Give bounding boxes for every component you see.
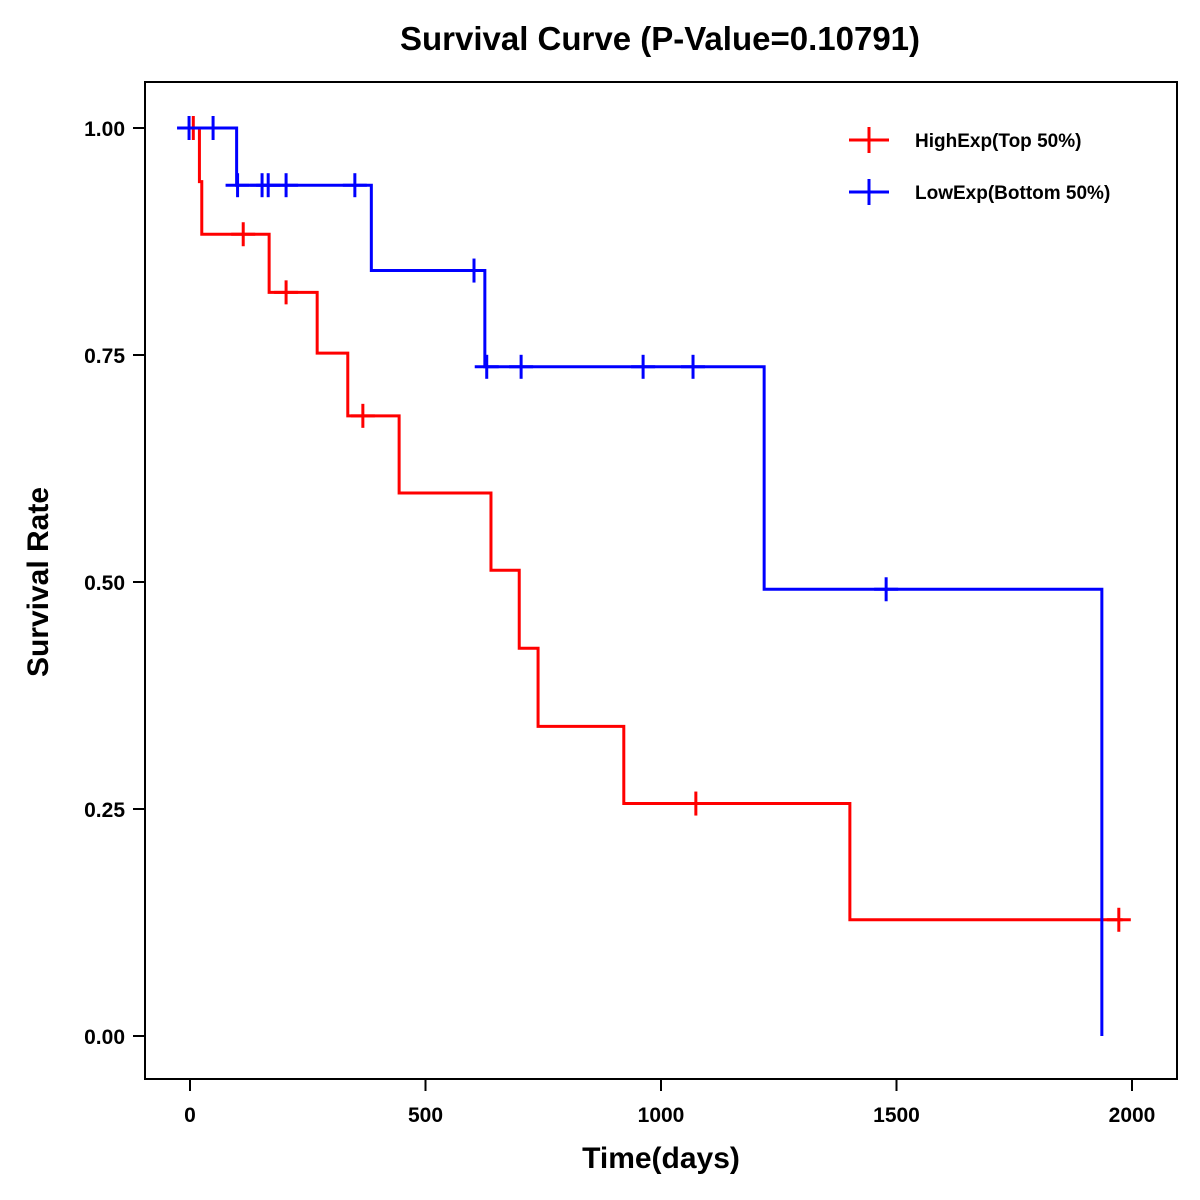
y-tick-label: 0.00	[84, 1026, 125, 1049]
chart-title: Survival Curve (P-Value=0.10791)	[400, 20, 920, 57]
survival-step-line	[190, 126, 1104, 1036]
censor-mark	[462, 258, 487, 283]
y-tick-label: 0.75	[84, 345, 125, 368]
censor-mark	[874, 577, 899, 602]
censor-mark	[177, 116, 202, 140]
series-layer	[177, 116, 1131, 1036]
censor-mark	[350, 403, 375, 428]
x-tick-label: 0	[184, 1104, 196, 1127]
x-tick-label: 1500	[873, 1104, 920, 1127]
y-axis-label: Survival Rate	[22, 487, 55, 677]
x-axis-label: Time(days)	[582, 1142, 740, 1175]
y-tick-label: 0.50	[84, 572, 125, 595]
x-tick-label: 500	[408, 1104, 443, 1127]
censor-mark	[631, 354, 656, 379]
legend-label: LowExp(Bottom 50%)	[915, 183, 1110, 204]
censor-mark	[1106, 907, 1131, 932]
legend-item: HighExp(Top 50%)	[849, 127, 1081, 153]
censor-mark	[509, 354, 534, 379]
censor-mark	[683, 791, 708, 816]
x-tick-label: 2000	[1109, 1104, 1156, 1127]
legend-label: HighExp(Top 50%)	[915, 131, 1081, 152]
censor-mark	[274, 173, 299, 198]
censor-mark	[225, 173, 250, 198]
y-axis: 0.00 0.25 0.50 0.75 1.00	[84, 118, 145, 1049]
y-tick-label: 1.00	[84, 118, 125, 141]
censor-mark	[681, 354, 706, 379]
series-lowexp	[177, 116, 1104, 1036]
legend: HighExp(Top 50%) LowExp(Bottom 50%)	[849, 127, 1110, 205]
censor-mark	[201, 116, 226, 140]
censor-mark	[274, 280, 299, 305]
censor-mark	[231, 222, 256, 247]
series-highexp	[181, 116, 1131, 932]
censor-mark	[474, 354, 499, 379]
legend-item: LowExp(Bottom 50%)	[849, 179, 1110, 205]
plot-frame	[144, 81, 1178, 1080]
y-tick-label: 0.25	[84, 799, 125, 822]
survival-step-line	[190, 126, 1123, 922]
x-axis: 0 500 1000 1500 2000	[184, 1079, 1155, 1127]
x-tick-label: 1000	[638, 1104, 685, 1127]
censor-mark	[342, 173, 367, 198]
